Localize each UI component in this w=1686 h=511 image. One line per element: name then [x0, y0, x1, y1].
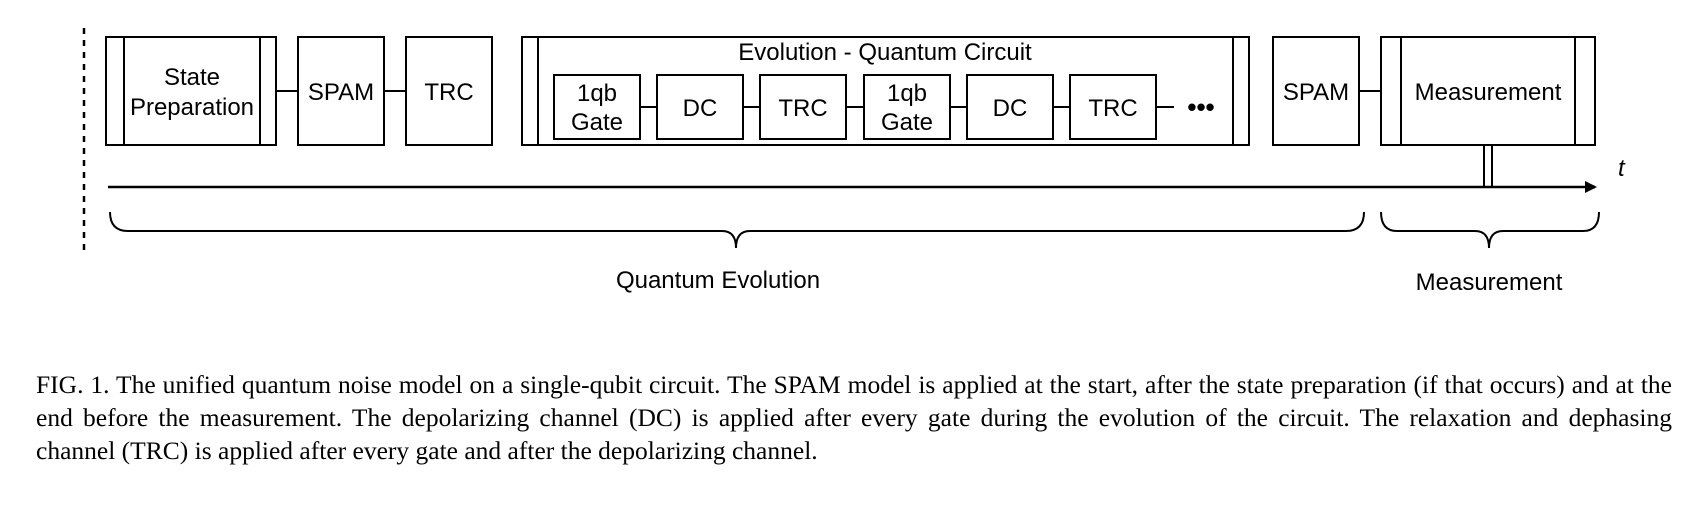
quantum-evolution-brace — [109, 211, 1365, 249]
dc-2-block — [966, 74, 1054, 140]
quantum-evolution-label: Quantum Evolution — [616, 267, 820, 294]
ellipsis: ••• — [1187, 92, 1214, 122]
gate-1-line2: Gate — [571, 109, 623, 136]
spam-end-label: SPAM — [1283, 79, 1349, 106]
caption-label: FIG. 1. — [36, 370, 110, 399]
evolution-title: Evolution - Quantum Circuit — [738, 39, 1032, 66]
trc-start-block: TRC — [405, 36, 493, 146]
figure-caption: FIG. 1. The unified quantum noise model … — [36, 368, 1672, 467]
time-axis-label: t — [1618, 155, 1626, 182]
measurement-block: Measurement — [1380, 36, 1596, 188]
spam-end-block: SPAM — [1272, 36, 1360, 146]
trc-start-label: TRC — [424, 79, 473, 106]
trc-2-block — [1069, 74, 1157, 140]
measurement-block-label: Measurement — [1415, 79, 1562, 106]
state-preparation-line1: State — [164, 64, 220, 91]
spam-start-block: SPAM — [297, 36, 385, 146]
gate-2-line2: Gate — [881, 109, 933, 136]
dc-1-block — [656, 74, 744, 140]
state-preparation-line2: Preparation — [130, 94, 254, 121]
measurement-phase-label: Measurement — [1416, 269, 1563, 296]
dc-2-label: DC — [993, 95, 1028, 122]
measurement-brace — [1380, 211, 1600, 249]
dc-1-label: DC — [683, 95, 718, 122]
noise-model-diagram: State Preparation SPAM TRC Evolution - Q… — [82, 28, 1626, 296]
state-preparation-block: State Preparation — [105, 36, 277, 146]
evolution-circuit-block: Evolution - Quantum Circuit 1qb Gate DC … — [521, 36, 1250, 146]
trc-2-label: TRC — [1088, 95, 1137, 122]
trc-1-block — [759, 74, 847, 140]
caption-text: The unified quantum noise model on a sin… — [36, 370, 1672, 465]
gate-2-line1: 1qb — [887, 80, 927, 107]
gate-2-block — [863, 74, 951, 140]
trc-1-label: TRC — [778, 95, 827, 122]
gate-1-line1: 1qb — [577, 80, 617, 107]
spam-start-label: SPAM — [308, 79, 374, 106]
